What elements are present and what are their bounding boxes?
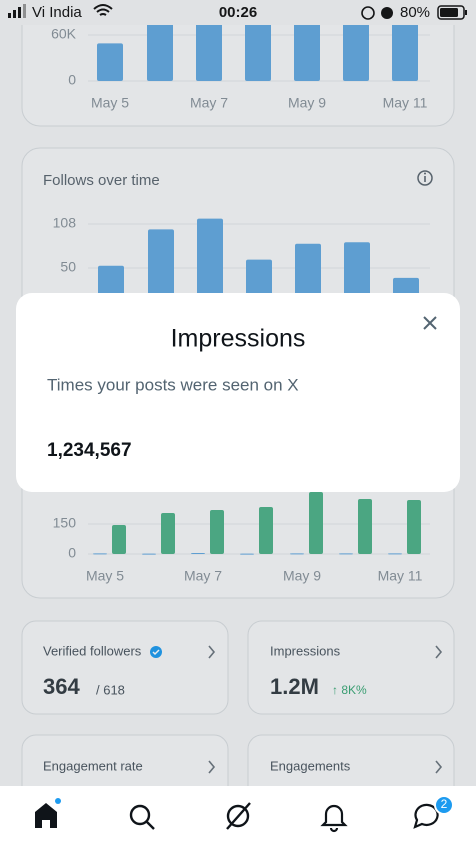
- notification-dot: [55, 798, 61, 804]
- bar: [191, 553, 205, 554]
- home-icon[interactable]: [35, 803, 57, 828]
- bar: [392, 20, 418, 81]
- search-icon[interactable]: [129, 804, 155, 830]
- y-tick-label: 0: [68, 545, 76, 561]
- y-tick-label: 0: [68, 72, 76, 88]
- tile-label: Impressions: [270, 643, 341, 658]
- bar: [196, 20, 222, 81]
- x-tick-label: May 9: [288, 95, 326, 111]
- bar: [161, 513, 175, 554]
- y-tick-label: 50: [60, 259, 76, 275]
- modal-title: Impressions: [171, 325, 306, 353]
- y-tick-label: 150: [53, 515, 77, 531]
- x-tick-label: May 11: [383, 95, 428, 111]
- modal: Impressions Times your posts were seen o…: [16, 293, 460, 492]
- bar: [295, 243, 321, 306]
- x-tick-label: May 5: [91, 95, 129, 111]
- bar: [339, 553, 353, 555]
- bar: [97, 43, 123, 81]
- bar: [388, 553, 402, 555]
- bar: [245, 20, 271, 81]
- grok-icon[interactable]: [226, 802, 251, 830]
- chart-title: Follows over time: [43, 172, 160, 189]
- bar: [290, 553, 304, 555]
- notifications-icon[interactable]: [320, 804, 348, 833]
- tile-value: 1.2M: [270, 674, 319, 699]
- bar: [197, 218, 223, 306]
- modal-value: 1,234,567: [47, 440, 132, 461]
- x-tick-label: May 11: [378, 568, 423, 584]
- tile-label: Engagements: [270, 758, 351, 773]
- alarm-icon: [381, 7, 393, 19]
- badge-count: 2: [441, 797, 448, 811]
- bar: [259, 507, 273, 554]
- tile-label: Verified followers: [43, 643, 142, 658]
- wifi-icon: [93, 4, 113, 16]
- y-tick-label: 108: [53, 215, 77, 231]
- tile-change: ↑ 8K%: [332, 683, 367, 697]
- carrier: Vi India: [32, 4, 82, 21]
- bar: [358, 499, 372, 554]
- bar: [407, 500, 421, 554]
- bar: [148, 229, 174, 306]
- clock: 00:26: [219, 4, 257, 21]
- badge: [434, 795, 454, 815]
- tile-value: 364: [43, 674, 80, 699]
- x-tick-label: May 5: [86, 568, 124, 584]
- tile-total: / 618: [96, 682, 125, 697]
- bar: [294, 20, 320, 81]
- x-tick-label: May 7: [190, 95, 228, 111]
- tile[interactable]: Impressions 1.2M ↑ 8K%: [247, 620, 455, 715]
- bar: [344, 242, 370, 306]
- bar: [240, 553, 254, 555]
- modal-description: Times your posts were seen on X: [47, 375, 299, 394]
- chart: 60K 0 May 5 May 7 May 9 May 11: [51, 20, 430, 111]
- info-icon[interactable]: [417, 170, 433, 186]
- bar: [112, 525, 126, 554]
- bar: [309, 492, 323, 554]
- battery-icon: [437, 5, 467, 20]
- bar: [93, 553, 107, 555]
- x-tick-label: May 7: [184, 568, 222, 584]
- tile-label: Engagement rate: [43, 758, 143, 773]
- chart: 150 0 May 5 May 7 May 9 May 11: [53, 492, 430, 584]
- lock-icon: [361, 6, 375, 20]
- bar: [147, 20, 173, 81]
- x-tick-label: May 9: [283, 568, 321, 584]
- y-tick-label: 60K: [51, 26, 77, 42]
- close-button[interactable]: [423, 316, 437, 330]
- tile[interactable]: Verified followers 364 / 618: [21, 620, 229, 715]
- bar: [343, 20, 369, 81]
- bar: [142, 553, 156, 555]
- battery-level: 80%: [400, 4, 430, 21]
- bottom-nav: 2: [0, 786, 476, 848]
- bar: [210, 510, 224, 554]
- status-bar: [0, 0, 476, 25]
- signal-icon: [8, 4, 26, 18]
